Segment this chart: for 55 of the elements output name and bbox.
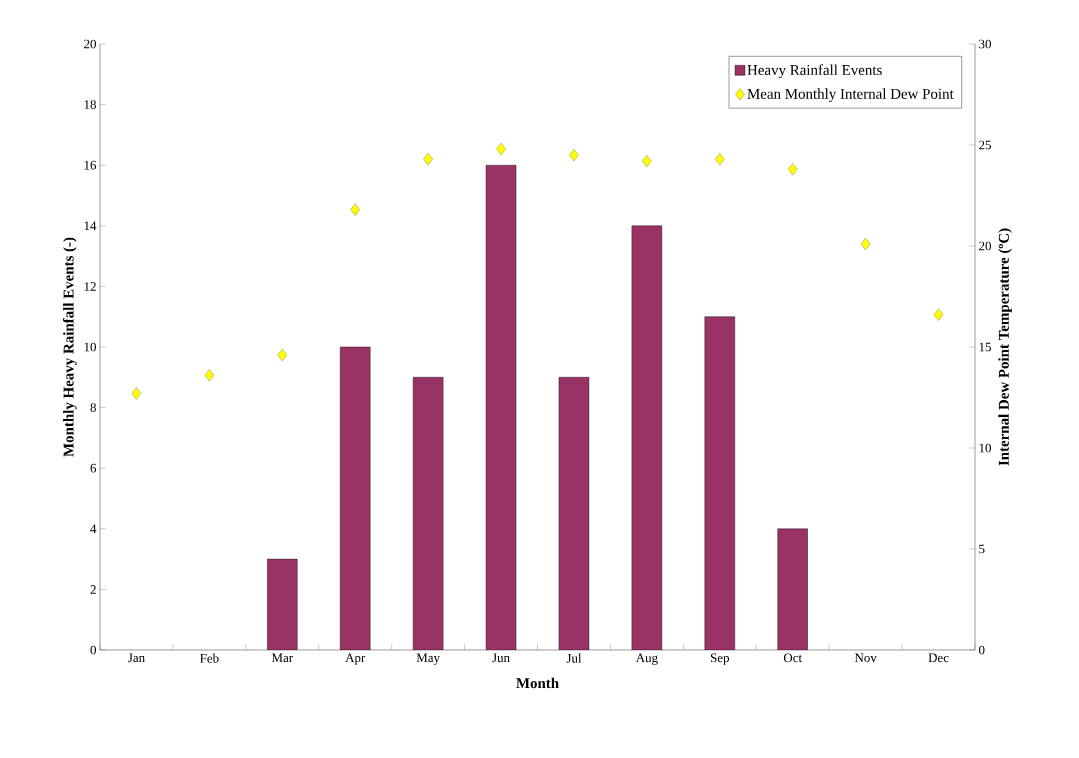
legend-label: Mean Monthly Internal Dew Point xyxy=(747,88,954,102)
y-tick-label: 14 xyxy=(84,221,97,231)
x-tick-label: Mar xyxy=(271,653,293,663)
y-tick-label: 12 xyxy=(84,282,96,291)
y-tick-label: 10 xyxy=(84,342,96,352)
bar xyxy=(631,225,662,650)
bar xyxy=(558,377,589,650)
y-tick-label: 2 xyxy=(90,585,96,594)
point xyxy=(715,152,725,166)
y2-axis-title: Internal Dew Point Temperature (ºC) xyxy=(998,228,1012,466)
x-tick-label: Apr xyxy=(345,653,366,665)
x-tick-label: Nov xyxy=(854,653,877,663)
bar xyxy=(267,559,298,650)
point xyxy=(788,163,798,176)
y-axis-title: Monthly Heavy Rainfall Events (-) xyxy=(62,237,77,457)
point xyxy=(642,154,652,168)
y-tick-label: 4 xyxy=(90,524,97,534)
x-tick-label: Jul xyxy=(566,653,582,663)
x-tick-label: Feb xyxy=(200,653,219,663)
point xyxy=(204,369,215,382)
y2-tick-label: 20 xyxy=(979,241,991,251)
point xyxy=(131,387,142,400)
x-tick-label: May xyxy=(416,653,440,665)
x-tick-label: Dec xyxy=(928,653,949,663)
bar xyxy=(704,316,735,650)
bar xyxy=(486,165,517,650)
y-tick-label: 8 xyxy=(90,403,96,412)
y2-tick-label: 5 xyxy=(979,544,985,554)
y-tick-label: 18 xyxy=(84,100,96,109)
point xyxy=(933,308,944,321)
legend-label: Heavy Rainfall Events xyxy=(747,64,882,79)
x-tick-label: Sep xyxy=(710,653,729,665)
point xyxy=(277,348,287,362)
y2-tick-label: 10 xyxy=(979,443,991,453)
bar xyxy=(777,528,808,650)
point xyxy=(496,142,506,156)
x-tick-label: Jan xyxy=(128,653,145,663)
x-tick-label: Oct xyxy=(783,653,802,663)
y2-tick-label: 15 xyxy=(979,342,991,352)
x-tick-label: Aug xyxy=(635,653,658,665)
y-tick-label: 20 xyxy=(84,39,96,49)
bar xyxy=(340,347,371,650)
point xyxy=(569,148,579,162)
point xyxy=(860,237,871,251)
y2-tick-label: 25 xyxy=(979,140,991,150)
x-tick-label: Jun xyxy=(492,653,510,663)
y2-tick-label: 30 xyxy=(979,39,991,49)
point xyxy=(423,152,433,166)
bar xyxy=(413,377,444,650)
y-tick-label: 6 xyxy=(90,463,97,473)
y-tick-label: 16 xyxy=(84,160,97,170)
x-axis-title: Month xyxy=(516,677,559,689)
y-tick-label: 0 xyxy=(90,645,96,655)
y2-tick-label: 0 xyxy=(979,645,985,655)
point xyxy=(350,203,360,216)
